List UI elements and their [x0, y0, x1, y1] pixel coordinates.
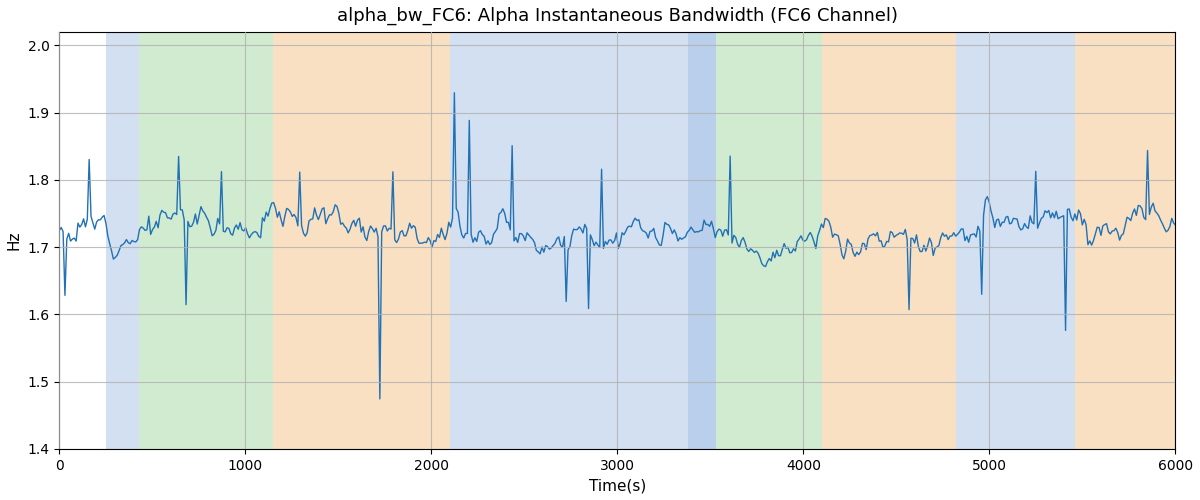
- Bar: [106, 32, 139, 449]
- Bar: [1075, 32, 1176, 449]
- Y-axis label: Hz: Hz: [7, 230, 22, 250]
- Bar: [822, 32, 956, 449]
- Bar: [956, 32, 1075, 449]
- X-axis label: Time(s): Time(s): [589, 478, 646, 493]
- Bar: [716, 32, 822, 449]
- Bar: [688, 32, 716, 449]
- Bar: [274, 32, 450, 449]
- Bar: [450, 32, 688, 449]
- Title: alpha_bw_FC6: Alpha Instantaneous Bandwidth (FC6 Channel): alpha_bw_FC6: Alpha Instantaneous Bandwi…: [337, 7, 898, 25]
- Bar: [139, 32, 274, 449]
